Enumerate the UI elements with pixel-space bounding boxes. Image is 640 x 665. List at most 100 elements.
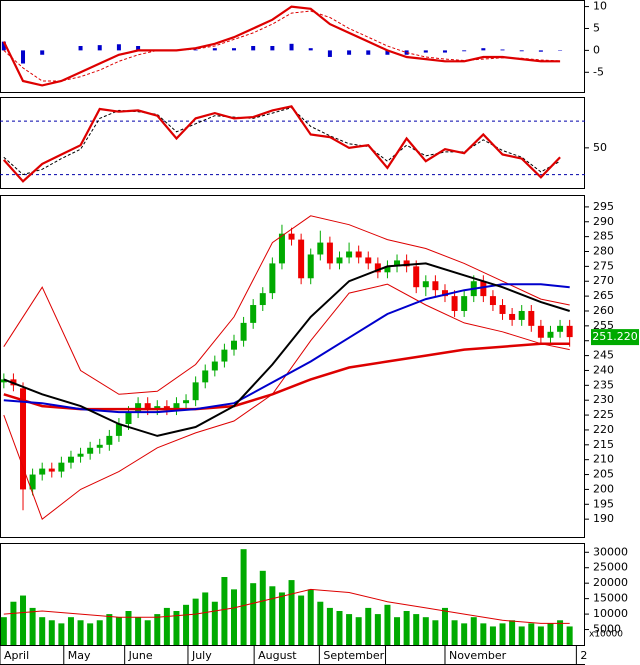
candle-body <box>67 456 74 463</box>
price-frame <box>0 195 585 538</box>
candle-body <box>441 290 448 297</box>
volume-bar <box>96 620 103 645</box>
volume-bar <box>470 617 477 645</box>
y-tick-label: 240 <box>593 363 614 376</box>
volume-bar <box>288 580 295 645</box>
histogram-bar <box>289 43 294 51</box>
histogram-bar <box>423 50 428 53</box>
y-tick-label: 200 <box>593 482 614 495</box>
last-price-box <box>591 329 639 346</box>
histogram-bar <box>193 49 198 51</box>
y-tick-label: 5000 <box>593 623 621 636</box>
histogram-bar <box>538 50 543 52</box>
candle-body <box>115 423 122 436</box>
volume-bar <box>192 598 199 645</box>
candle-body <box>432 281 439 291</box>
histogram-bar <box>116 44 121 51</box>
candle-body <box>336 257 343 264</box>
volume-bar <box>29 607 36 645</box>
volume-bar <box>528 623 535 645</box>
volume-bar <box>48 620 55 645</box>
candle-body <box>326 242 333 264</box>
overlay-line <box>3 262 570 437</box>
candle-body <box>163 406 170 410</box>
y-tick-label: 260 <box>593 304 614 317</box>
volume-bar <box>240 549 247 645</box>
volume-bar <box>135 617 142 645</box>
volume-bar <box>432 620 439 645</box>
histogram-bar <box>385 50 390 55</box>
candle-body <box>365 257 372 264</box>
overlay-line <box>3 283 570 521</box>
volume-bar <box>0 617 7 645</box>
volume-bar <box>87 623 94 645</box>
y-tick-label: -5 <box>593 65 604 78</box>
candle-body <box>557 325 564 332</box>
candle-body <box>374 263 381 273</box>
volume-bar <box>451 620 458 645</box>
volume-bar <box>480 623 487 645</box>
candle-body <box>173 403 180 410</box>
histogram-bar <box>136 46 141 51</box>
volume-bar <box>278 592 285 645</box>
volume-bar <box>355 617 362 645</box>
volume-bar <box>566 626 573 645</box>
candle-body <box>250 305 257 323</box>
candle-body <box>317 242 324 255</box>
histogram-bar <box>40 50 45 55</box>
histogram-bar <box>21 50 26 64</box>
candle-body <box>202 370 209 383</box>
histogram-bar <box>251 46 256 51</box>
volume-bar <box>326 607 333 645</box>
volume-average <box>3 588 570 624</box>
x-tick-label: 2 <box>580 649 587 662</box>
volume-bar <box>269 586 276 645</box>
candle-body <box>125 412 132 424</box>
candle-body <box>298 239 305 279</box>
volume-bar <box>307 589 314 645</box>
y-tick-label: 295 <box>593 200 614 213</box>
volume-bar <box>58 623 65 645</box>
y-tick-label: 5 <box>593 21 600 34</box>
x-tick-label: June <box>128 649 153 662</box>
volume-bar <box>259 570 266 645</box>
histogram-bar <box>347 50 352 55</box>
histogram-bar <box>442 50 447 53</box>
volume-bar <box>173 611 180 645</box>
volume-bar <box>422 617 429 645</box>
volume-bar <box>403 611 410 645</box>
histogram-bar <box>500 49 505 51</box>
volume-bar <box>106 614 113 645</box>
y-tick-label: 10000 <box>593 607 628 620</box>
histogram-bar <box>232 48 236 51</box>
candle-body <box>288 233 295 240</box>
volume-bar <box>67 617 74 645</box>
volume-bar <box>346 614 353 645</box>
candle-body <box>547 331 554 338</box>
candle-body <box>58 462 65 472</box>
volume-bar <box>518 626 525 645</box>
volume-bar <box>547 623 554 645</box>
y-tick-label: 265 <box>593 289 614 302</box>
candle-body <box>384 266 391 273</box>
histogram-bar <box>481 48 486 51</box>
volume-bar <box>20 595 27 645</box>
candle-body <box>518 310 525 320</box>
y-tick-label: 25000 <box>593 561 628 574</box>
indicator-line <box>2 5 561 87</box>
x-tick-label: September <box>323 649 384 662</box>
candle-body <box>566 325 573 338</box>
candle-body <box>307 254 314 279</box>
y-tick-label: 255 <box>593 319 614 332</box>
candle-body <box>413 266 420 288</box>
volume-bar <box>154 614 161 645</box>
candle-body <box>422 281 429 288</box>
y-tick-label: 10 <box>593 0 607 13</box>
candle-body <box>192 382 199 401</box>
y-tick-label: 15000 <box>593 592 628 605</box>
y-tick-label: 205 <box>593 468 614 481</box>
unit-label: x10000 <box>589 630 623 640</box>
candle-body <box>20 388 27 490</box>
candle-body <box>355 251 362 258</box>
volume-bar <box>298 595 305 645</box>
